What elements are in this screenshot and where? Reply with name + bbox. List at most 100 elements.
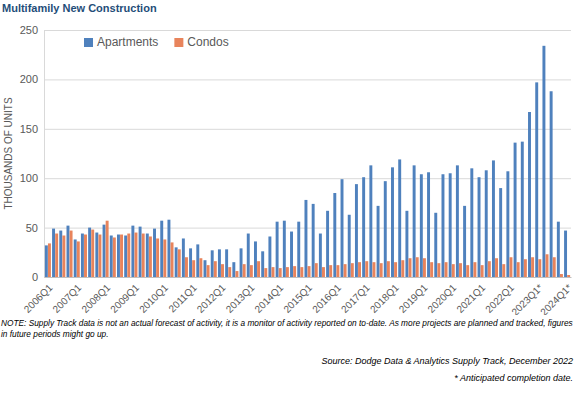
y-axis-title: THOUSANDS OF UNITS	[3, 97, 14, 210]
bar	[528, 112, 531, 277]
bar	[495, 258, 498, 277]
bar	[514, 143, 517, 277]
bar	[67, 226, 70, 277]
bar	[113, 237, 116, 277]
bar	[52, 229, 55, 277]
bar	[146, 234, 149, 277]
grid-line	[44, 277, 571, 278]
x-tick-label: 2016Q1	[310, 282, 343, 315]
bar	[293, 266, 296, 277]
y-axis: 050100150200250	[20, 24, 571, 283]
bar	[449, 173, 452, 277]
x-tick: 2007Q1	[51, 282, 84, 315]
x-tick: 2006Q1	[22, 282, 55, 315]
bar	[70, 231, 73, 277]
bar	[351, 263, 354, 277]
x-tick: 2009Q1	[108, 282, 141, 315]
bar	[387, 261, 390, 277]
y-tick-label: 200	[20, 73, 38, 85]
bar	[120, 235, 123, 277]
x-tick: 2008Q1	[79, 282, 112, 315]
y-tick: 200	[20, 73, 571, 85]
x-tick-label: 2007Q1	[51, 282, 84, 315]
bar	[279, 268, 282, 277]
x-tick-label: 2024Q1*	[538, 282, 574, 315]
x-tick: 2020Q1	[425, 282, 458, 315]
bar	[235, 271, 238, 277]
bar	[542, 46, 545, 277]
bar	[557, 222, 560, 277]
bars	[45, 46, 570, 277]
bar	[171, 242, 174, 277]
bar	[103, 225, 106, 277]
x-tick-label: 2010Q1	[137, 282, 170, 315]
x-tick-label: 2012Q1	[195, 282, 228, 315]
bar	[420, 174, 423, 277]
bar	[178, 249, 181, 277]
legend-item: Condos	[174, 35, 228, 49]
bar	[124, 236, 127, 277]
footnote: * Anticipated completion date.	[454, 373, 573, 383]
chart-svg: Multifamily New Construction050100150200…	[0, 0, 579, 315]
bar	[135, 233, 138, 277]
bar	[153, 229, 156, 277]
bar	[344, 264, 347, 277]
bar	[62, 236, 65, 277]
x-tick: 2016Q1	[310, 282, 343, 315]
x-tick: 2011Q1	[166, 282, 199, 315]
bar	[207, 265, 210, 277]
bar	[139, 227, 142, 277]
x-tick: 2015Q1	[281, 282, 314, 315]
bar	[459, 263, 462, 277]
bar	[300, 267, 303, 277]
bar	[182, 238, 185, 277]
y-tick: 100	[20, 172, 571, 184]
bar	[409, 258, 412, 277]
bar	[485, 170, 488, 277]
bar	[45, 245, 48, 277]
bar	[74, 239, 77, 277]
bar	[163, 239, 166, 277]
y-tick-label: 0	[32, 271, 38, 283]
bar	[358, 262, 361, 277]
y-tick-label: 150	[20, 123, 38, 135]
x-tick-label: 2009Q1	[108, 282, 141, 315]
bar	[91, 230, 94, 277]
bar	[355, 184, 358, 277]
y-axis-line	[45, 31, 572, 278]
bar	[398, 159, 401, 277]
bar	[192, 260, 195, 277]
bar	[214, 261, 217, 277]
bar	[55, 234, 58, 277]
bar	[538, 259, 541, 277]
bar	[257, 261, 260, 277]
bar	[225, 249, 228, 277]
grid-line	[44, 228, 571, 229]
bar	[372, 262, 375, 277]
bar	[445, 262, 448, 277]
bar	[322, 267, 325, 277]
bar	[315, 263, 318, 277]
x-tick: 2010Q1	[137, 282, 170, 315]
bar	[456, 165, 459, 277]
bar	[488, 261, 491, 277]
x-tick-label: 2006Q1	[22, 282, 55, 315]
bar	[167, 220, 170, 277]
bar	[564, 231, 567, 277]
x-tick: 2013Q1	[224, 282, 257, 315]
bar	[175, 247, 178, 277]
x-tick: 2014Q1	[252, 282, 285, 315]
legend-item: Apartments	[84, 35, 158, 49]
bar	[240, 248, 243, 277]
x-tick: 2024Q1*	[538, 282, 574, 315]
bar	[502, 264, 505, 277]
bar	[329, 265, 332, 277]
x-tick-label: 2015Q1	[281, 282, 314, 315]
bar	[473, 262, 476, 277]
source: Source: Dodge Data & Analytics Supply Tr…	[321, 356, 573, 366]
y-tick-label: 250	[20, 24, 38, 36]
bar	[268, 236, 271, 277]
bar	[228, 267, 231, 277]
bar	[481, 265, 484, 277]
bar	[156, 238, 159, 277]
